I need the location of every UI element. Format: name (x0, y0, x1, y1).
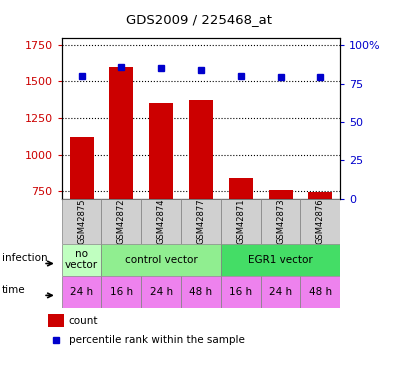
Text: 48 h: 48 h (189, 286, 213, 297)
Bar (181, 276, 221, 308)
Bar (221, 276, 261, 308)
Text: percentile rank within the sample: percentile rank within the sample (69, 335, 244, 345)
Bar (109, 67, 133, 199)
Bar (101, 199, 141, 244)
Text: GSM42876: GSM42876 (316, 198, 325, 244)
Bar (48, 314, 64, 327)
Bar (300, 276, 340, 308)
Bar (308, 192, 332, 199)
Bar (189, 100, 213, 199)
Bar (101, 244, 221, 276)
Text: time: time (2, 285, 25, 295)
Bar (221, 244, 340, 276)
Text: infection: infection (2, 253, 48, 263)
Bar (181, 199, 221, 244)
Text: EGR1 vector: EGR1 vector (248, 255, 313, 265)
Bar (149, 104, 173, 199)
Bar (62, 276, 101, 308)
Bar (141, 276, 181, 308)
Text: GSM42873: GSM42873 (276, 198, 285, 244)
Bar (221, 199, 261, 244)
Text: 24 h: 24 h (70, 286, 93, 297)
Text: count: count (69, 315, 98, 326)
Text: 48 h: 48 h (309, 286, 332, 297)
Bar (300, 199, 340, 244)
Text: 16 h: 16 h (110, 286, 133, 297)
Text: no
vector: no vector (65, 249, 98, 270)
Text: 24 h: 24 h (269, 286, 292, 297)
Bar (229, 178, 253, 199)
Bar (70, 137, 94, 199)
Text: 24 h: 24 h (150, 286, 173, 297)
Text: GSM42871: GSM42871 (236, 198, 245, 244)
Bar (141, 199, 181, 244)
Text: GSM42872: GSM42872 (117, 198, 126, 244)
Bar (269, 190, 293, 199)
Text: GSM42874: GSM42874 (157, 198, 166, 244)
Text: control vector: control vector (125, 255, 197, 265)
Text: GDS2009 / 225468_at: GDS2009 / 225468_at (126, 13, 272, 26)
Bar (62, 199, 101, 244)
Bar (101, 276, 141, 308)
Bar (62, 244, 101, 276)
Bar (261, 199, 300, 244)
Text: GSM42875: GSM42875 (77, 198, 86, 244)
Bar (261, 276, 300, 308)
Text: GSM42877: GSM42877 (197, 198, 205, 244)
Text: 16 h: 16 h (229, 286, 252, 297)
